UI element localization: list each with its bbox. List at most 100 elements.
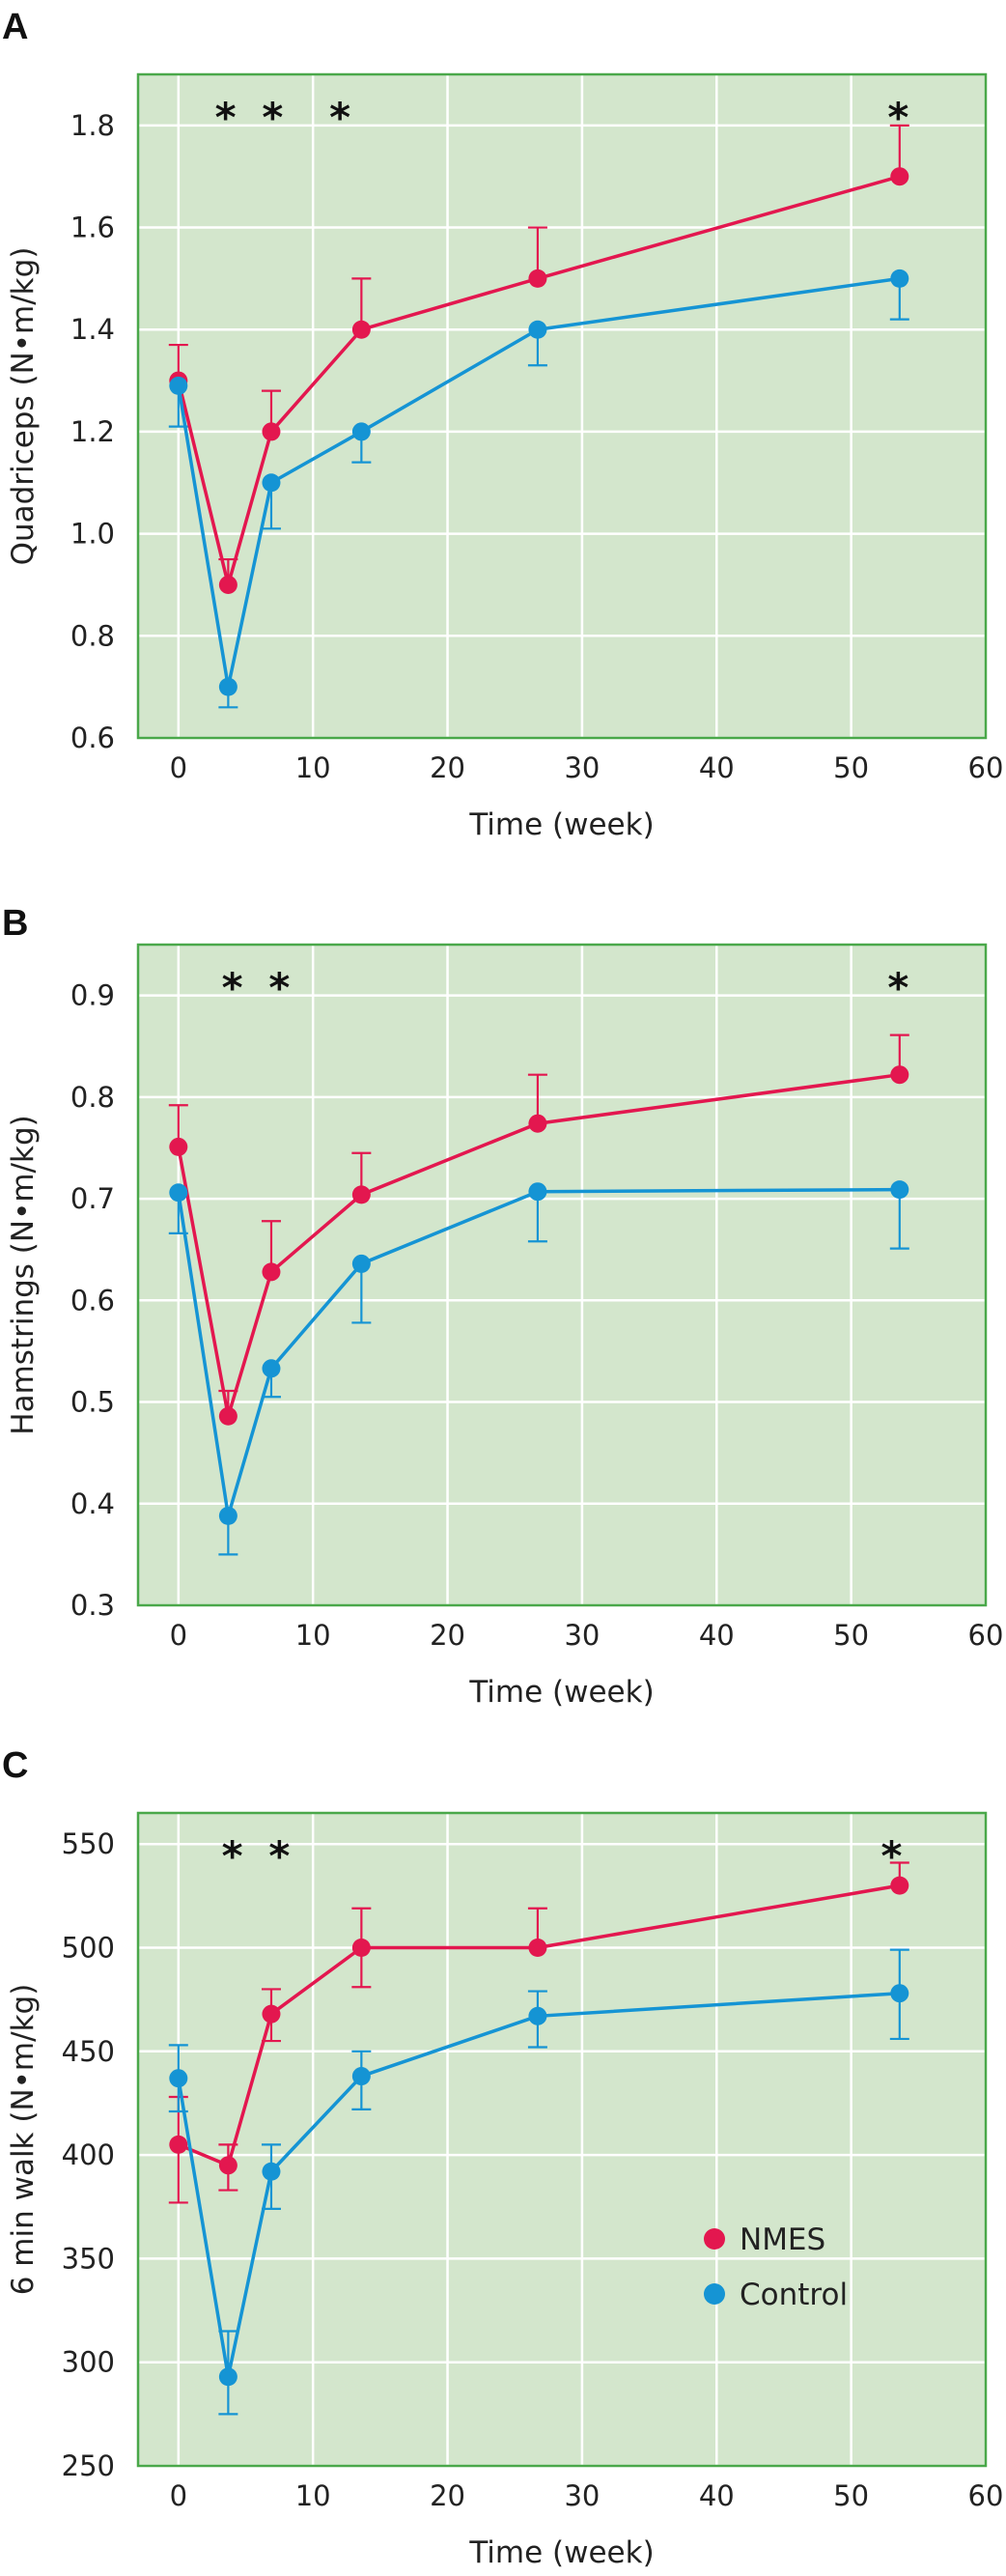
data-point-nmes bbox=[218, 575, 238, 594]
data-point-nmes bbox=[218, 2156, 238, 2175]
y-tick-label: 500 bbox=[62, 1931, 115, 1964]
data-point-control bbox=[528, 2006, 547, 2025]
legend-marker-control bbox=[704, 2283, 725, 2305]
panel-letter: B bbox=[2, 903, 28, 944]
data-point-control bbox=[169, 376, 188, 395]
y-axis-title: Hamstrings (N•m/kg) bbox=[6, 1115, 41, 1434]
x-tick-label: 40 bbox=[699, 751, 735, 784]
x-tick-label: 60 bbox=[968, 1619, 1004, 1652]
plot-frame bbox=[136, 1811, 988, 2468]
x-tick-label: 50 bbox=[833, 751, 869, 784]
significance-marker: * bbox=[887, 964, 908, 1011]
y-tick-label: 0.8 bbox=[70, 1081, 115, 1114]
plot-frame bbox=[136, 943, 988, 1607]
significance-marker: * bbox=[268, 964, 290, 1011]
panel-c: C * * * 0 10 20 30 40 50 60 250 300 350 400 450 500 550… bbox=[2, 1745, 1003, 2570]
significance-marker: * bbox=[268, 1832, 290, 1880]
data-point-nmes bbox=[262, 422, 281, 441]
y-tick-label: 1.2 bbox=[70, 415, 115, 448]
x-tick-label: 50 bbox=[833, 2479, 869, 2512]
data-point-nmes bbox=[218, 1406, 238, 1426]
data-point-nmes bbox=[528, 1938, 547, 1957]
y-tick-label: 350 bbox=[62, 2242, 115, 2275]
x-tick-label: 60 bbox=[968, 2479, 1004, 2512]
data-point-nmes bbox=[169, 2135, 188, 2154]
significance-marker: * bbox=[222, 1832, 243, 1880]
y-tick-label: 1.4 bbox=[70, 313, 115, 346]
data-point-control bbox=[351, 1254, 371, 1273]
data-point-control bbox=[351, 2067, 371, 2086]
data-point-nmes bbox=[351, 1938, 371, 1957]
data-point-nmes bbox=[890, 1876, 909, 1895]
series-line-control bbox=[177, 1991, 900, 2379]
legend-label-nmes: NMES bbox=[740, 2222, 825, 2257]
panel-letter: A bbox=[2, 7, 28, 47]
y-tick-label: 0.6 bbox=[70, 722, 115, 754]
data-point-nmes bbox=[890, 167, 909, 186]
y-axis-title: 6 min walk (N•m/kg) bbox=[6, 1984, 41, 2296]
x-axis-title: Time (week) bbox=[468, 807, 654, 842]
legend-label-control: Control bbox=[740, 2278, 848, 2312]
data-point-control bbox=[890, 1180, 909, 1200]
x-tick-label: 50 bbox=[833, 1619, 869, 1652]
x-tick-label: 40 bbox=[699, 2479, 735, 2512]
significance-marker: * bbox=[880, 1832, 902, 1880]
data-point-nmes bbox=[528, 269, 547, 288]
plot-area bbox=[138, 74, 986, 738]
y-tick-label: 400 bbox=[62, 2138, 115, 2171]
data-point-control bbox=[262, 2162, 281, 2181]
x-tick-label: 0 bbox=[170, 751, 187, 784]
x-tick-label: 30 bbox=[564, 1619, 600, 1652]
y-tick-label: 0.3 bbox=[70, 1589, 115, 1622]
data-point-control bbox=[890, 1984, 909, 2003]
data-point-control bbox=[218, 677, 238, 696]
data-point-nmes bbox=[169, 1137, 188, 1156]
y-tick-label: 1.6 bbox=[70, 212, 115, 244]
significance-marker: * bbox=[262, 94, 283, 141]
y-tick-label: 0.6 bbox=[70, 1284, 115, 1316]
data-point-control bbox=[528, 1182, 547, 1202]
y-tick-label: 550 bbox=[62, 1827, 115, 1860]
x-tick-label: 40 bbox=[699, 1619, 735, 1652]
significance-marker: * bbox=[887, 94, 908, 141]
significance-marker: * bbox=[329, 94, 350, 141]
x-tick-label: 60 bbox=[968, 751, 1004, 784]
x-tick-label: 0 bbox=[170, 1619, 187, 1652]
data-point-nmes bbox=[262, 1262, 281, 1282]
y-tick-label: 0.9 bbox=[70, 979, 115, 1012]
data-point-control bbox=[218, 1506, 238, 1525]
data-point-control bbox=[528, 320, 547, 339]
series-line-control bbox=[177, 276, 901, 689]
x-tick-label: 20 bbox=[430, 2479, 465, 2512]
significance-marker: * bbox=[222, 964, 243, 1011]
data-point-control bbox=[351, 422, 371, 441]
data-point-nmes bbox=[351, 320, 371, 339]
y-tick-label: 0.5 bbox=[70, 1386, 115, 1419]
x-axis-title: Time (week) bbox=[468, 1675, 654, 1710]
x-tick-label: 20 bbox=[430, 1619, 465, 1652]
data-point-control bbox=[262, 473, 281, 493]
x-tick-label: 10 bbox=[295, 1619, 331, 1652]
data-point-control bbox=[169, 2069, 188, 2088]
data-point-control bbox=[890, 269, 909, 288]
x-tick-label: 30 bbox=[564, 2479, 600, 2512]
x-tick-label: 20 bbox=[430, 751, 465, 784]
y-axis-title: Quadriceps (N•m/kg) bbox=[6, 247, 41, 566]
x-tick-label: 10 bbox=[295, 2479, 331, 2512]
x-tick-label: 30 bbox=[564, 751, 600, 784]
data-point-nmes bbox=[528, 1114, 547, 1133]
x-tick-label: 0 bbox=[170, 2479, 187, 2512]
y-tick-label: 450 bbox=[62, 2035, 115, 2068]
series-line-nmes bbox=[177, 175, 901, 587]
y-tick-label: 0.8 bbox=[70, 619, 115, 652]
y-tick-label: 0.7 bbox=[70, 1182, 115, 1215]
y-tick-label: 1.8 bbox=[70, 109, 115, 142]
legend: NMES Control bbox=[704, 2222, 848, 2312]
panel-a: A * * * * 0 10 20 30 40 50 60 0.6 0.8 1.0 1.2 1.4 1.6 1.… bbox=[2, 7, 1003, 842]
data-point-control bbox=[218, 2367, 238, 2387]
series-line-nmes bbox=[177, 1072, 901, 1419]
plot-area bbox=[138, 1813, 986, 2466]
y-tick-label: 1.0 bbox=[70, 518, 115, 551]
y-tick-label: 250 bbox=[62, 2449, 115, 2482]
